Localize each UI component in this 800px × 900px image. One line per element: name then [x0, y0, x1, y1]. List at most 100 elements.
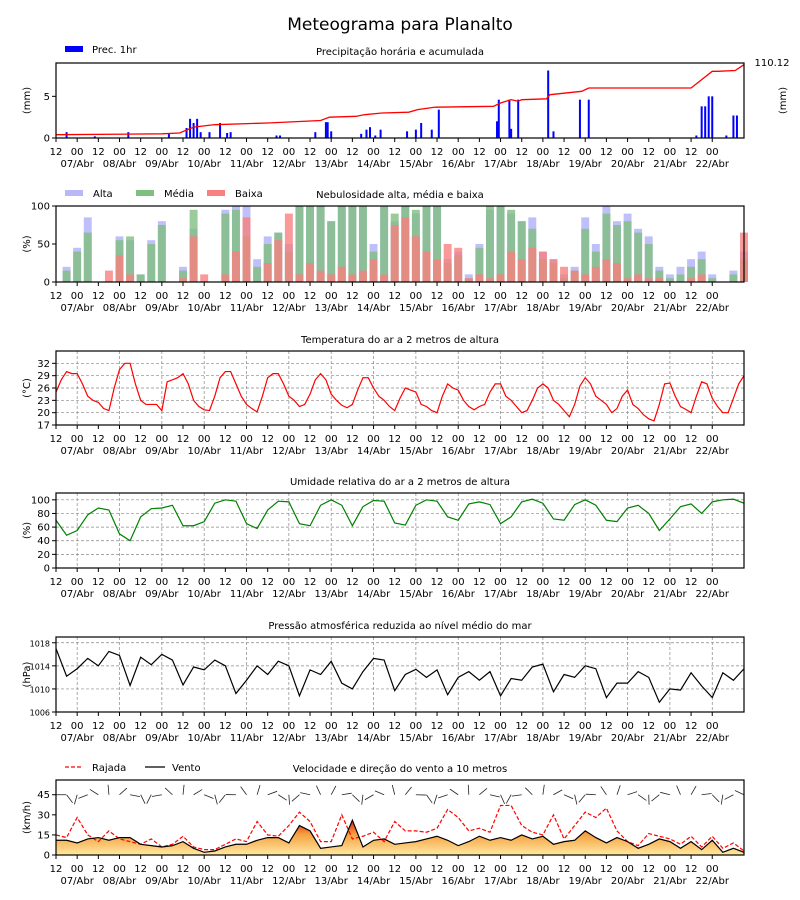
wind-direction-arrow — [240, 786, 247, 795]
precip-bar — [725, 135, 728, 138]
x-tick-hour: 00 — [325, 864, 338, 875]
x-tick-hour: 12 — [219, 434, 232, 445]
x-tick-hour: 00 — [367, 721, 380, 732]
x-tick-date: 07/Abr — [60, 589, 94, 600]
cloud-bar-baixa — [591, 266, 600, 282]
x-tick-date: 20/Abr — [611, 303, 645, 314]
x-tick-date: 19/Abr — [569, 446, 603, 457]
cloud-bar-baixa — [316, 270, 325, 282]
x-tick-hour: 00 — [537, 864, 550, 875]
cloud-bar-baixa — [528, 247, 537, 282]
x-tick-hour: 12 — [600, 434, 613, 445]
x-tick-date: 14/Abr — [357, 589, 391, 600]
y-tick-label: 0 — [44, 278, 50, 289]
x-tick-hour: 12 — [346, 291, 359, 302]
x-tick-hour: 00 — [452, 291, 465, 302]
cloud-bar-baixa — [263, 263, 272, 282]
wind-direction-arrow — [438, 794, 448, 799]
x-tick-hour: 12 — [388, 577, 401, 588]
precip-bar — [219, 123, 222, 138]
x-tick-date: 12/Abr — [272, 446, 306, 457]
x-tick-hour: 00 — [71, 434, 84, 445]
legend-swatch-prec — [65, 46, 83, 52]
precip-bar — [711, 96, 714, 138]
ylabel-right: (mm) — [778, 87, 789, 114]
x-tick-date: 22/Abr — [696, 303, 730, 314]
x-tick-hour: 00 — [240, 147, 253, 158]
x-tick-date: 10/Abr — [187, 876, 221, 887]
cloud-bar-baixa — [496, 274, 505, 282]
wind-direction-arrow — [616, 785, 621, 795]
cloud-bar-média — [687, 266, 696, 282]
wind-line — [56, 818, 745, 854]
y-tick-label: 0 — [44, 851, 50, 862]
x-tick-date: 22/Abr — [696, 159, 730, 170]
x-tick-date: 21/Abr — [653, 589, 687, 600]
x-tick-hour: 12 — [642, 434, 655, 445]
x-tick-hour: 12 — [431, 721, 444, 732]
x-tick-date: 07/Abr — [60, 159, 94, 170]
wind-direction-arrow — [89, 789, 99, 796]
accumulated-precip-line — [55, 64, 745, 136]
cloud-bar-média — [306, 206, 314, 282]
wind-direction-arrow — [467, 784, 470, 795]
wind-direction-arrow — [78, 794, 88, 799]
cloud-bar-baixa — [200, 274, 209, 282]
wind-direction-arrow — [291, 794, 300, 802]
x-tick-hour: 00 — [664, 864, 677, 875]
x-tick-date: 11/Abr — [230, 876, 264, 887]
cloud-bar-média — [231, 209, 240, 282]
wind-direction-arrow — [426, 794, 433, 804]
y-tick-label: 1014 — [30, 662, 50, 671]
cloud-bar-média — [486, 206, 494, 282]
x-tick-hour: 12 — [600, 577, 613, 588]
main-title: Meteograma para Planalto — [287, 15, 513, 35]
x-tick-hour: 12 — [388, 291, 401, 302]
x-tick-hour: 12 — [92, 577, 105, 588]
wind-direction-arrow — [341, 792, 352, 796]
cloud-bar-média — [316, 206, 325, 282]
precip-bar — [587, 99, 590, 138]
x-tick-hour: 00 — [494, 434, 507, 445]
y-tick-label: 5 — [44, 92, 50, 103]
precip-bar — [229, 132, 232, 138]
cloud-bar-média — [517, 221, 526, 282]
wind-direction-arrow — [511, 794, 522, 797]
legend-swatch — [136, 190, 154, 196]
x-tick-hour: 00 — [282, 434, 295, 445]
x-tick-hour: 00 — [494, 721, 507, 732]
wind-direction-arrow — [734, 790, 745, 796]
x-tick-hour: 00 — [71, 291, 84, 302]
x-tick-hour: 12 — [388, 864, 401, 875]
x-tick-hour: 00 — [282, 721, 295, 732]
panel-3: Umidade relativa do ar a 2 metros de alt… — [22, 477, 745, 600]
legend-label: Média — [164, 188, 194, 200]
cloud-bar-baixa — [464, 278, 473, 282]
x-tick-date: 15/Abr — [399, 589, 433, 600]
panel-title: Pressão atmosférica reduzida ao nível mé… — [268, 620, 532, 632]
x-tick-hour: 12 — [515, 434, 528, 445]
x-tick-hour: 12 — [642, 147, 655, 158]
wind-direction-arrow — [690, 785, 697, 795]
panel-4: Pressão atmosférica reduzida ao nível mé… — [22, 620, 745, 744]
x-tick-date: 19/Abr — [569, 589, 603, 600]
legend-label-gust: Rajada — [92, 763, 126, 774]
wind-direction-arrow — [433, 794, 438, 805]
y-tick-label: 20 — [37, 408, 50, 419]
y-tick-label: 45 — [37, 790, 50, 801]
y-tick-label: 60 — [37, 523, 50, 534]
cloud-bar-média — [665, 278, 674, 282]
x-tick-date: 11/Abr — [230, 733, 264, 744]
precip-bar — [517, 99, 520, 138]
x-tick-hour: 00 — [367, 577, 380, 588]
x-tick-date: 13/Abr — [314, 446, 348, 457]
x-tick-hour: 00 — [198, 434, 211, 445]
x-tick-hour: 12 — [388, 434, 401, 445]
x-tick-date: 15/Abr — [399, 446, 433, 457]
x-tick-hour: 12 — [558, 721, 571, 732]
wind-direction-arrow — [330, 785, 337, 795]
x-tick-hour: 12 — [473, 147, 486, 158]
cloud-bar-baixa — [422, 251, 431, 282]
cloud-bar-média — [337, 206, 346, 282]
y-tick-label: 100 — [31, 202, 50, 213]
